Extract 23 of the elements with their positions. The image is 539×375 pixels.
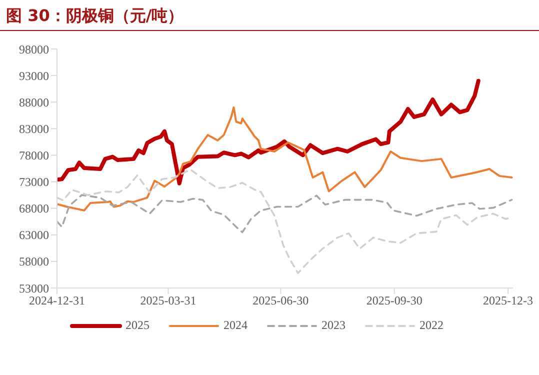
x-tick-label: 2025-06-30 xyxy=(252,294,309,308)
legend-label: 2023 xyxy=(322,318,346,333)
x-tick-label: 2025-03-31 xyxy=(140,294,196,308)
y-tick-label: 83000 xyxy=(19,122,49,136)
legend-label: 2022 xyxy=(420,318,444,333)
y-tick-label: 73000 xyxy=(19,175,49,190)
y-tick-label: 88000 xyxy=(19,95,49,110)
y-tick-label: 53000 xyxy=(19,281,49,296)
x-tick-label: 2025-09-30 xyxy=(366,294,422,308)
y-tick-label: 98000 xyxy=(19,42,49,56)
y-tick-label: 58000 xyxy=(19,254,49,269)
line-series xyxy=(57,78,480,186)
line-series xyxy=(57,106,513,212)
x-tick-label: 2024-12-31 xyxy=(29,294,85,308)
y-tick-label: 63000 xyxy=(19,228,49,242)
y-tick-label: 78000 xyxy=(19,148,49,162)
legend-label: 2025 xyxy=(126,318,150,333)
chart-title: 图 30：阴极铜（元/吨） xyxy=(0,0,539,31)
line-series xyxy=(57,194,513,234)
x-tick-label: 2025-12-3 xyxy=(483,294,534,308)
legend-label: 2024 xyxy=(224,318,248,333)
y-tick-label: 68000 xyxy=(19,202,49,216)
y-tick-label: 93000 xyxy=(19,68,49,83)
